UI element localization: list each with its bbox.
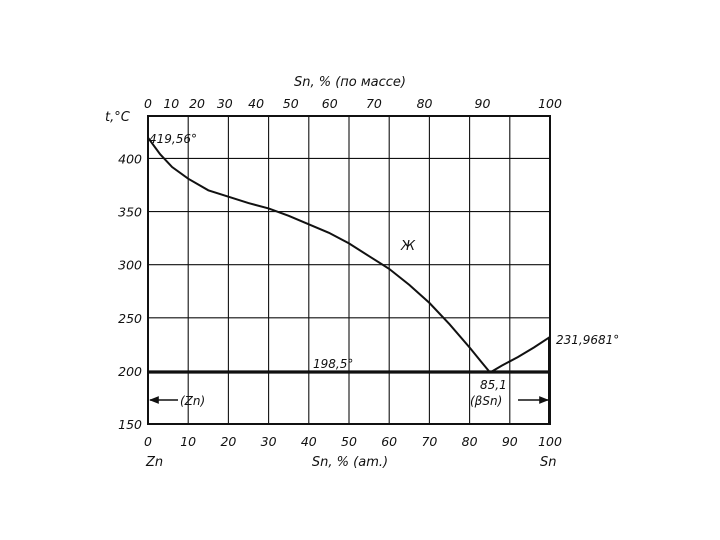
liquid-region-label: Ж [400,239,416,254]
y-tick-label-250: 250 [118,311,142,326]
zn-end-label: Zn [145,455,163,470]
x-bottom-tick-label-20: 20 [220,434,236,449]
x-bottom-tick-label-90: 90 [502,434,518,449]
x-bottom-tick-label-0: 0 [144,434,152,449]
bsn-phase-label: (βSn) [470,394,502,408]
eutectic-composition-label: 85,1 [480,378,507,392]
x-top-tick-label-100: 100 [538,96,562,111]
x-top-tick-labels: 0 10 20 30 40 50 60 70 80 90 100 [144,96,562,111]
plot-frame [147,115,551,425]
x-top-axis-title: Sn, % (по массе) [294,75,406,90]
x-bottom-tick-label-60: 60 [381,434,397,449]
x-bottom-tick-label-10: 10 [180,434,196,449]
y-tick-label-300: 300 [118,258,142,273]
x-top-tick-label-60: 60 [322,96,338,111]
y-tick-labels: 150 200 250 300 350 400 [118,151,142,432]
x-bottom-tick-label-50: 50 [341,434,357,449]
x-bottom-tick-label-80: 80 [462,434,478,449]
y-tick-label-400: 400 [118,151,142,166]
x-bottom-axis-title: Sn, % (am.) [312,455,388,470]
eutectic-temperature-label: 198,5° [313,357,353,371]
y-tick-label-150: 150 [118,417,142,432]
sn-end-label: Sn [540,455,557,470]
y-tick-label-350: 350 [118,205,142,220]
zn-phase-label: (Zn) [180,394,205,408]
x-bottom-tick-label-100: 100 [538,434,562,449]
liquidus-curve-zn [147,137,491,374]
x-top-tick-label-20: 20 [189,96,205,111]
x-top-tick-label-30: 30 [217,96,233,111]
x-bottom-tick-labels: 0 10 20 30 40 50 60 70 80 90 100 [144,434,562,449]
x-bottom-tick-label-40: 40 [301,434,317,449]
liquidus-curve-sn [489,336,551,374]
sn-melting-point-label: 231,9681° [556,333,619,347]
x-top-tick-label-50: 50 [283,96,299,111]
zn-melting-point-label: 419,56° [149,132,197,146]
x-top-tick-label-80: 80 [417,96,433,111]
x-top-tick-label-10: 10 [163,96,179,111]
x-top-tick-label-0: 0 [144,96,152,111]
x-top-tick-label-70: 70 [366,96,382,111]
x-bottom-tick-label-30: 30 [261,434,277,449]
y-axis-title: t,°C [105,110,131,125]
y-tick-label-200: 200 [118,364,142,379]
x-top-tick-label-90: 90 [475,96,491,111]
x-bottom-tick-label-70: 70 [421,434,437,449]
x-top-tick-label-40: 40 [248,96,264,111]
